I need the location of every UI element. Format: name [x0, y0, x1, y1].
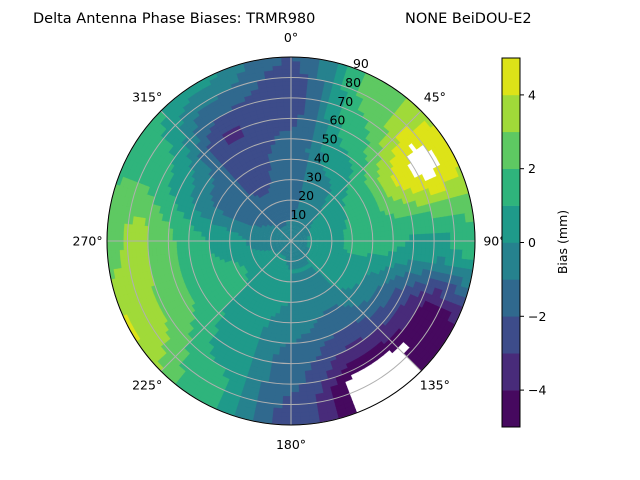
- chart-title-left: Delta Antenna Phase Biases: TRMR980: [33, 11, 315, 27]
- contour-field: [106, 56, 476, 426]
- chart-title-right: NONE BeiDOU-E2: [405, 11, 532, 27]
